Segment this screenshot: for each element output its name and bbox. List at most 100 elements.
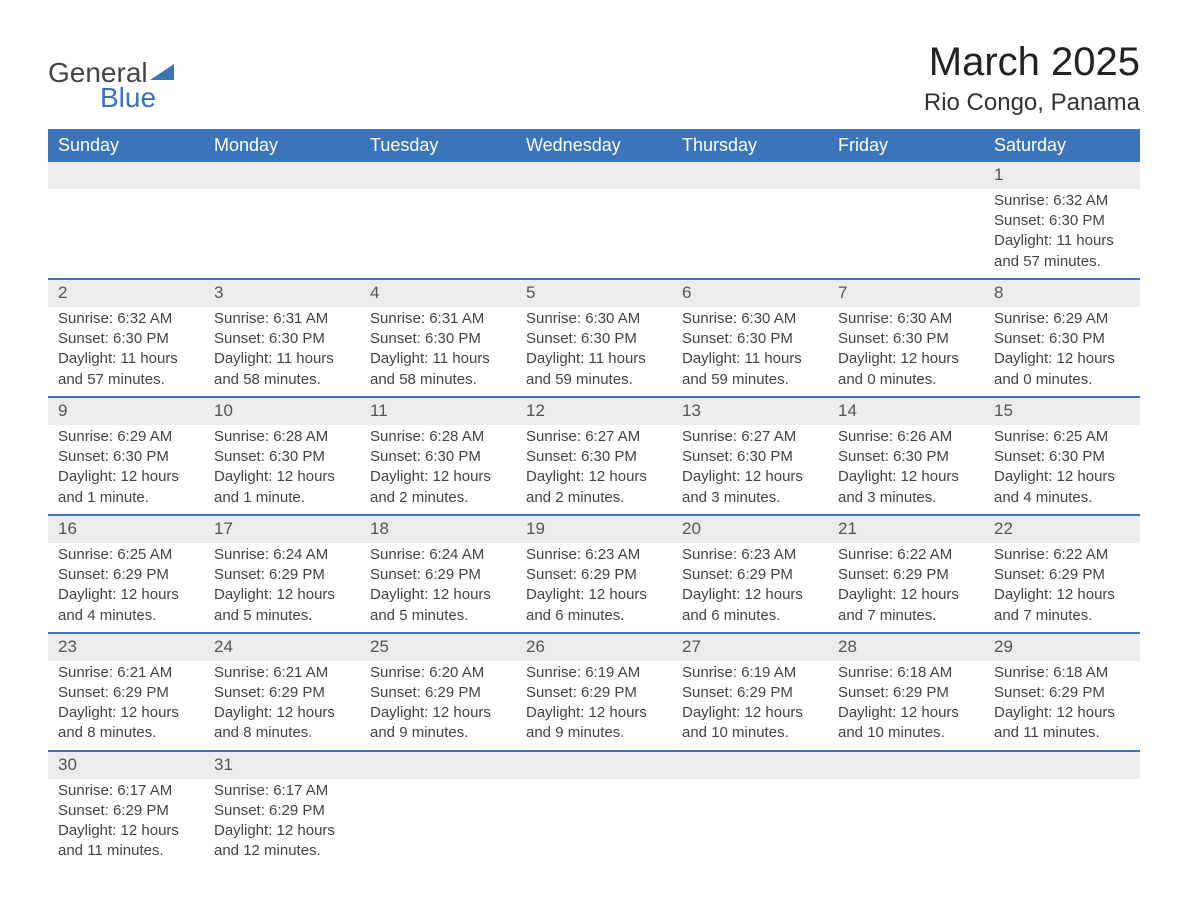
sunset-line: Sunset: 6:29 PM bbox=[214, 801, 350, 821]
sunset-line: Sunset: 6:29 PM bbox=[526, 565, 662, 585]
sunset-line: Sunset: 6:30 PM bbox=[994, 329, 1130, 349]
day-number-cell bbox=[360, 162, 516, 189]
day-data-cell bbox=[516, 779, 672, 868]
sunset-line: Sunset: 6:29 PM bbox=[994, 683, 1130, 703]
sunrise-line: Sunrise: 6:23 AM bbox=[526, 545, 662, 565]
day-number-cell: 13 bbox=[672, 397, 828, 425]
day-data-cell: Sunrise: 6:17 AMSunset: 6:29 PMDaylight:… bbox=[204, 779, 360, 868]
daylight-line: Daylight: 12 hours and 10 minutes. bbox=[838, 703, 974, 744]
day-header: Monday bbox=[204, 129, 360, 162]
day-number-cell: 9 bbox=[48, 397, 204, 425]
day-data-cell bbox=[828, 779, 984, 868]
sunrise-line: Sunrise: 6:27 AM bbox=[682, 427, 818, 447]
month-title: March 2025 bbox=[924, 40, 1140, 85]
sunrise-line: Sunrise: 6:21 AM bbox=[214, 663, 350, 683]
day-data-cell: Sunrise: 6:25 AMSunset: 6:30 PMDaylight:… bbox=[984, 425, 1140, 515]
day-number: 17 bbox=[214, 519, 233, 538]
day-number-cell bbox=[984, 751, 1140, 779]
data-row: Sunrise: 6:32 AMSunset: 6:30 PMDaylight:… bbox=[48, 189, 1140, 279]
data-row: Sunrise: 6:29 AMSunset: 6:30 PMDaylight:… bbox=[48, 425, 1140, 515]
data-row: Sunrise: 6:21 AMSunset: 6:29 PMDaylight:… bbox=[48, 661, 1140, 751]
day-number-cell bbox=[516, 162, 672, 189]
daylight-line: Daylight: 12 hours and 0 minutes. bbox=[994, 349, 1130, 390]
day-data-cell: Sunrise: 6:29 AMSunset: 6:30 PMDaylight:… bbox=[984, 307, 1140, 397]
day-number-cell bbox=[360, 751, 516, 779]
day-number: 30 bbox=[58, 755, 77, 774]
calendar-table: Sunday Monday Tuesday Wednesday Thursday… bbox=[48, 129, 1140, 868]
sunset-line: Sunset: 6:29 PM bbox=[682, 683, 818, 703]
day-number-cell: 17 bbox=[204, 515, 360, 543]
day-number: 7 bbox=[838, 283, 847, 302]
sunset-line: Sunset: 6:30 PM bbox=[214, 329, 350, 349]
sunset-line: Sunset: 6:30 PM bbox=[370, 329, 506, 349]
sunset-line: Sunset: 6:30 PM bbox=[994, 211, 1130, 231]
day-number-cell: 1 bbox=[984, 162, 1140, 189]
daylight-line: Daylight: 12 hours and 3 minutes. bbox=[682, 467, 818, 508]
daylight-line: Daylight: 11 hours and 59 minutes. bbox=[526, 349, 662, 390]
sunrise-line: Sunrise: 6:31 AM bbox=[370, 309, 506, 329]
day-data-cell bbox=[360, 779, 516, 868]
day-data-cell: Sunrise: 6:28 AMSunset: 6:30 PMDaylight:… bbox=[204, 425, 360, 515]
sunrise-line: Sunrise: 6:18 AM bbox=[994, 663, 1130, 683]
sunrise-line: Sunrise: 6:19 AM bbox=[526, 663, 662, 683]
day-number: 9 bbox=[58, 401, 67, 420]
day-number-cell: 7 bbox=[828, 279, 984, 307]
sunrise-line: Sunrise: 6:24 AM bbox=[214, 545, 350, 565]
day-data-cell: Sunrise: 6:32 AMSunset: 6:30 PMDaylight:… bbox=[48, 307, 204, 397]
daylight-line: Daylight: 12 hours and 3 minutes. bbox=[838, 467, 974, 508]
sunrise-line: Sunrise: 6:17 AM bbox=[214, 781, 350, 801]
day-data-cell bbox=[204, 189, 360, 279]
sunrise-line: Sunrise: 6:25 AM bbox=[58, 545, 194, 565]
day-number-cell: 24 bbox=[204, 633, 360, 661]
daylight-line: Daylight: 12 hours and 9 minutes. bbox=[526, 703, 662, 744]
day-number-cell: 28 bbox=[828, 633, 984, 661]
day-data-cell: Sunrise: 6:30 AMSunset: 6:30 PMDaylight:… bbox=[672, 307, 828, 397]
daylight-line: Daylight: 12 hours and 4 minutes. bbox=[58, 585, 194, 626]
day-data-cell: Sunrise: 6:19 AMSunset: 6:29 PMDaylight:… bbox=[672, 661, 828, 751]
sunrise-line: Sunrise: 6:17 AM bbox=[58, 781, 194, 801]
day-number: 21 bbox=[838, 519, 857, 538]
daynum-row: 2345678 bbox=[48, 279, 1140, 307]
sunrise-line: Sunrise: 6:25 AM bbox=[994, 427, 1130, 447]
day-number: 27 bbox=[682, 637, 701, 656]
daylight-line: Daylight: 12 hours and 9 minutes. bbox=[370, 703, 506, 744]
day-number: 11 bbox=[370, 401, 388, 420]
day-number-cell: 22 bbox=[984, 515, 1140, 543]
day-number-cell: 5 bbox=[516, 279, 672, 307]
daylight-line: Daylight: 11 hours and 59 minutes. bbox=[682, 349, 818, 390]
daylight-line: Daylight: 12 hours and 12 minutes. bbox=[214, 821, 350, 862]
sunset-line: Sunset: 6:30 PM bbox=[838, 329, 974, 349]
day-number-cell: 10 bbox=[204, 397, 360, 425]
day-data-cell: Sunrise: 6:18 AMSunset: 6:29 PMDaylight:… bbox=[984, 661, 1140, 751]
day-number-cell: 31 bbox=[204, 751, 360, 779]
sunrise-line: Sunrise: 6:31 AM bbox=[214, 309, 350, 329]
daylight-line: Daylight: 12 hours and 8 minutes. bbox=[58, 703, 194, 744]
day-number: 31 bbox=[214, 755, 233, 774]
sunrise-line: Sunrise: 6:29 AM bbox=[58, 427, 194, 447]
sunset-line: Sunset: 6:30 PM bbox=[526, 329, 662, 349]
sunrise-line: Sunrise: 6:30 AM bbox=[838, 309, 974, 329]
sunset-line: Sunset: 6:29 PM bbox=[58, 801, 194, 821]
sunrise-line: Sunrise: 6:22 AM bbox=[994, 545, 1130, 565]
day-number: 23 bbox=[58, 637, 77, 656]
day-header: Thursday bbox=[672, 129, 828, 162]
daylight-line: Daylight: 12 hours and 0 minutes. bbox=[838, 349, 974, 390]
day-number-cell: 19 bbox=[516, 515, 672, 543]
day-data-cell: Sunrise: 6:19 AMSunset: 6:29 PMDaylight:… bbox=[516, 661, 672, 751]
day-data-cell: Sunrise: 6:30 AMSunset: 6:30 PMDaylight:… bbox=[516, 307, 672, 397]
day-number-cell: 29 bbox=[984, 633, 1140, 661]
day-data-cell: Sunrise: 6:24 AMSunset: 6:29 PMDaylight:… bbox=[204, 543, 360, 633]
day-data-cell: Sunrise: 6:20 AMSunset: 6:29 PMDaylight:… bbox=[360, 661, 516, 751]
day-data-cell bbox=[672, 189, 828, 279]
day-number: 3 bbox=[214, 283, 223, 302]
day-number-cell bbox=[828, 162, 984, 189]
daylight-line: Daylight: 12 hours and 10 minutes. bbox=[682, 703, 818, 744]
daylight-line: Daylight: 12 hours and 5 minutes. bbox=[370, 585, 506, 626]
day-number-cell: 4 bbox=[360, 279, 516, 307]
day-header: Sunday bbox=[48, 129, 204, 162]
day-number-cell bbox=[672, 751, 828, 779]
sunset-line: Sunset: 6:29 PM bbox=[526, 683, 662, 703]
day-number-cell bbox=[48, 162, 204, 189]
sunset-line: Sunset: 6:29 PM bbox=[214, 683, 350, 703]
daylight-line: Daylight: 12 hours and 5 minutes. bbox=[214, 585, 350, 626]
